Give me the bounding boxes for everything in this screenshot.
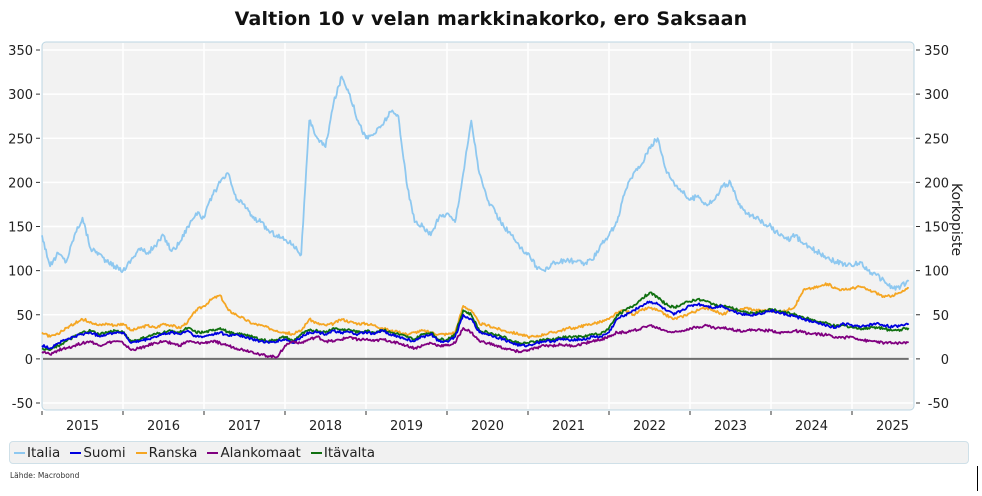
x-axis: 2015 2016 2017 2018 2019 2020 2021 2022 2023 2024… bbox=[41, 411, 909, 434]
right-y-axis: -50 0 50 100 150 200 250 300 350 bbox=[916, 44, 949, 412]
legend-swatch bbox=[207, 451, 219, 454]
series-line-itävalta bbox=[41, 291, 910, 351]
x-tick-label: 2019 bbox=[390, 419, 423, 434]
legend-item: Suomi bbox=[70, 444, 126, 461]
y-tick-label-left: 150 bbox=[8, 221, 33, 236]
x-tick-label: 2020 bbox=[471, 419, 504, 434]
y-tick-label-left: 0 bbox=[25, 353, 33, 368]
legend-label: Alankomaat bbox=[220, 444, 301, 461]
legend-item: Italia bbox=[14, 445, 60, 461]
x-tick-label: 2022 bbox=[633, 419, 666, 434]
x-tick-label: 2016 bbox=[147, 419, 180, 434]
chart-svg: -50 0 50 100 150 200 250 300 350 -50 0 50 100 150 200… bbox=[8, 41, 964, 434]
series-line-italia bbox=[41, 75, 910, 291]
chart-title: Valtion 10 v velan markkinakorko, ero Sa… bbox=[234, 8, 748, 30]
y-tick-label-left: 350 bbox=[8, 44, 33, 59]
y-tick-label-left: 300 bbox=[8, 88, 33, 103]
x-tick-label: 2017 bbox=[228, 419, 261, 434]
legend-swatch bbox=[14, 451, 25, 454]
y-tick-label-right: 200 bbox=[924, 176, 949, 191]
legend-label: Italia bbox=[27, 444, 61, 461]
y-tick-label-left: 100 bbox=[8, 265, 33, 280]
y-tick-label-right: 0 bbox=[941, 353, 949, 368]
right-axis-title: Korkopiste bbox=[948, 183, 964, 256]
x-tick-label: 2018 bbox=[309, 419, 342, 434]
legend-label: Ranska bbox=[148, 444, 198, 461]
y-tick-label-left: 200 bbox=[8, 176, 33, 191]
legend: Italia Suomi Ranska Alankomaat Itävalta bbox=[9, 441, 969, 464]
series-group bbox=[41, 75, 910, 359]
source-note: Lähde: Macrobond bbox=[10, 471, 80, 480]
y-tick-label-left: 50 bbox=[16, 309, 33, 324]
y-tick-label-right: 150 bbox=[924, 221, 949, 236]
legend-swatch bbox=[310, 451, 322, 454]
x-tick-label: 2015 bbox=[66, 419, 99, 434]
y-tick-label-right: 50 bbox=[932, 309, 949, 324]
y-tick-label-left: -50 bbox=[12, 397, 33, 412]
legend-swatch bbox=[70, 451, 82, 454]
x-tick-label: 2025 bbox=[876, 419, 909, 434]
legend-item: Itävalta bbox=[310, 444, 375, 461]
x-tick-label: 2024 bbox=[795, 419, 828, 434]
legend-item: Ranska bbox=[135, 444, 198, 461]
gridlines bbox=[43, 43, 913, 409]
y-tick-label-right: 250 bbox=[924, 132, 949, 147]
x-tick-label: 2021 bbox=[552, 419, 585, 434]
y-tick-label-right: 350 bbox=[924, 44, 949, 59]
left-y-axis: -50 0 50 100 150 200 250 300 350 bbox=[8, 44, 40, 412]
x-tick-label: 2023 bbox=[714, 419, 747, 434]
text-cursor bbox=[977, 466, 978, 491]
series-line-alankomaat bbox=[41, 323, 909, 359]
y-tick-label-left: 250 bbox=[8, 132, 33, 147]
series-line-suomi bbox=[41, 300, 910, 350]
y-tick-label-right: 100 bbox=[924, 265, 949, 280]
legend-label: Suomi bbox=[83, 444, 126, 461]
legend-label: Itävalta bbox=[323, 444, 375, 461]
legend-swatch bbox=[135, 451, 147, 454]
legend-item: Alankomaat bbox=[207, 444, 301, 461]
y-tick-label-right: -50 bbox=[928, 397, 949, 412]
y-tick-label-right: 300 bbox=[924, 88, 949, 103]
